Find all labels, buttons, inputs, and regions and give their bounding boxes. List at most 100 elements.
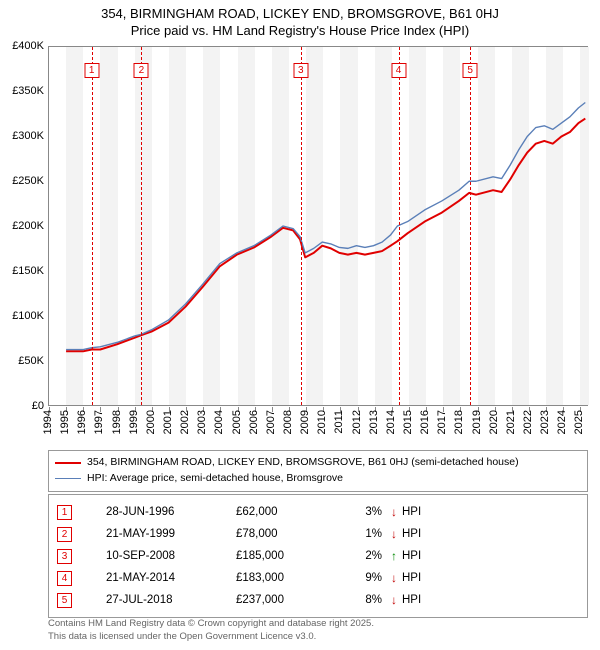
x-tick-label: 2019	[471, 410, 483, 434]
x-tick-label: 2010	[316, 410, 328, 434]
events-table: 128-JUN-1996£62,0003%↓HPI221-MAY-1999£78…	[48, 494, 588, 618]
x-tick-label: 2004	[213, 410, 225, 434]
x-tick-label: 2001	[162, 410, 174, 434]
x-tick-label: 2005	[231, 410, 243, 434]
x-tick-label: 2025	[573, 410, 585, 434]
title-line-2: Price paid vs. HM Land Registry's House …	[0, 23, 600, 38]
y-tick-label: £100K	[0, 310, 44, 322]
event-price: £185,000	[236, 550, 346, 562]
event-date: 21-MAY-1999	[106, 528, 236, 540]
event-hpi-label: HPI	[402, 572, 442, 584]
legend-label: HPI: Average price, semi-detached house,…	[87, 471, 343, 487]
x-tick-label: 2015	[402, 410, 414, 434]
x-tick-label: 2021	[505, 410, 517, 434]
x-tick-label: 1994	[42, 410, 54, 434]
y-tick-label: £50K	[0, 355, 44, 367]
event-marker-small: 4	[57, 571, 72, 586]
x-tick-label: 2018	[453, 410, 465, 434]
event-dash-line	[399, 47, 400, 405]
series-property	[66, 119, 585, 352]
event-hpi-label: HPI	[402, 528, 442, 540]
chart-plot-area: 1 2 3 4 5	[48, 46, 588, 406]
arrow-icon: ↑	[386, 549, 402, 563]
chart-svg	[49, 47, 587, 405]
x-tick-label: 2017	[436, 410, 448, 434]
event-price: £183,000	[236, 572, 346, 584]
event-date: 10-SEP-2008	[106, 550, 236, 562]
x-tick-label: 2014	[385, 410, 397, 434]
event-delta: 3%	[346, 506, 386, 518]
event-delta: 2%	[346, 550, 386, 562]
event-delta: 9%	[346, 572, 386, 584]
event-delta: 8%	[346, 594, 386, 606]
event-marker-small: 1	[57, 505, 72, 520]
y-tick-label: £400K	[0, 40, 44, 52]
y-tick-label: £0	[0, 400, 44, 412]
event-date: 27-JUL-2018	[106, 594, 236, 606]
event-marker: 2	[134, 63, 149, 78]
event-marker: 4	[391, 63, 406, 78]
event-marker-small: 2	[57, 527, 72, 542]
x-tick-label: 2011	[333, 410, 345, 434]
event-marker-small: 5	[57, 593, 72, 608]
event-price: £62,000	[236, 506, 346, 518]
event-dash-line	[92, 47, 93, 405]
x-tick-label: 2022	[522, 410, 534, 434]
x-tick-label: 2008	[282, 410, 294, 434]
x-tick-label: 2003	[196, 410, 208, 434]
title-line-1: 354, BIRMINGHAM ROAD, LICKEY END, BROMSG…	[0, 6, 600, 21]
y-tick-label: £350K	[0, 85, 44, 97]
event-dash-line	[470, 47, 471, 405]
y-tick-label: £150K	[0, 265, 44, 277]
footer-line-2: This data is licensed under the Open Gov…	[48, 631, 374, 644]
event-price: £237,000	[236, 594, 346, 606]
arrow-icon: ↓	[386, 593, 402, 607]
legend: 354, BIRMINGHAM ROAD, LICKEY END, BROMSG…	[48, 450, 588, 492]
x-tick-label: 2016	[419, 410, 431, 434]
event-dash-line	[141, 47, 142, 405]
x-tick-label: 2006	[248, 410, 260, 434]
x-tick-label: 2024	[556, 410, 568, 434]
event-row: 421-MAY-2014£183,0009%↓HPI	[57, 567, 579, 589]
legend-swatch	[55, 462, 81, 464]
footer-line-1: Contains HM Land Registry data © Crown c…	[48, 618, 374, 631]
series-hpi	[66, 102, 585, 349]
event-row: 2 21-MAY-1999£78,0001%↓HPI	[57, 523, 579, 545]
event-date: 21-MAY-2014	[106, 572, 236, 584]
x-tick-label: 2009	[299, 410, 311, 434]
event-marker: 1	[84, 63, 99, 78]
x-tick-label: 2012	[351, 410, 363, 434]
x-tick-label: 1999	[128, 410, 140, 434]
event-row: 3 10-SEP-2008£185,0002%↑HPI	[57, 545, 579, 567]
event-hpi-label: HPI	[402, 506, 442, 518]
y-tick-label: £200K	[0, 220, 44, 232]
footer: Contains HM Land Registry data © Crown c…	[48, 618, 374, 644]
x-tick-label: 2000	[145, 410, 157, 434]
x-tick-label: 1997	[93, 410, 105, 434]
x-tick-label: 2020	[488, 410, 500, 434]
event-marker: 5	[463, 63, 478, 78]
chart-container: 354, BIRMINGHAM ROAD, LICKEY END, BROMSG…	[0, 0, 600, 650]
legend-swatch	[55, 478, 81, 479]
event-marker: 3	[293, 63, 308, 78]
x-tick-label: 1996	[76, 410, 88, 434]
event-delta: 1%	[346, 528, 386, 540]
legend-item: HPI: Average price, semi-detached house,…	[55, 471, 581, 487]
legend-label: 354, BIRMINGHAM ROAD, LICKEY END, BROMSG…	[87, 455, 519, 471]
event-row: 128-JUN-1996£62,0003%↓HPI	[57, 501, 579, 523]
x-tick-label: 1995	[59, 410, 71, 434]
x-tick-label: 2007	[265, 410, 277, 434]
arrow-icon: ↓	[386, 527, 402, 541]
event-price: £78,000	[236, 528, 346, 540]
event-hpi-label: HPI	[402, 550, 442, 562]
event-date: 28-JUN-1996	[106, 506, 236, 518]
x-tick-label: 2023	[539, 410, 551, 434]
y-tick-label: £250K	[0, 175, 44, 187]
y-tick-label: £300K	[0, 130, 44, 142]
event-hpi-label: HPI	[402, 594, 442, 606]
x-tick-label: 2013	[368, 410, 380, 434]
event-marker-small: 3	[57, 549, 72, 564]
legend-item: 354, BIRMINGHAM ROAD, LICKEY END, BROMSG…	[55, 455, 581, 471]
title-block: 354, BIRMINGHAM ROAD, LICKEY END, BROMSG…	[0, 0, 600, 38]
event-dash-line	[301, 47, 302, 405]
